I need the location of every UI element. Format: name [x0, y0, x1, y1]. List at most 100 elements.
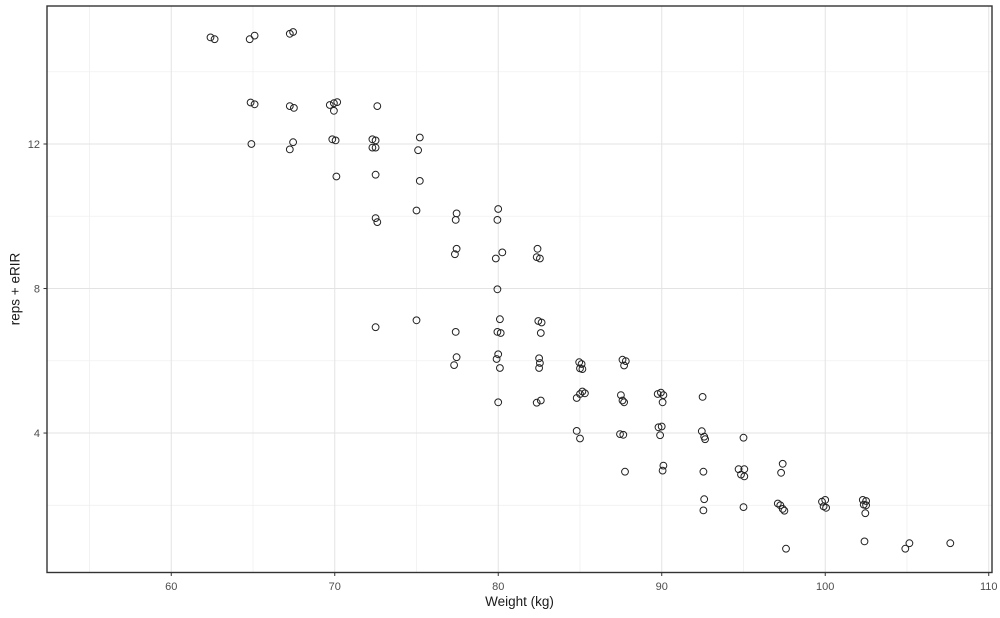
data-point — [452, 209, 461, 218]
data-point — [332, 172, 341, 181]
data-point — [333, 98, 342, 106]
data-point — [656, 431, 664, 440]
data-point — [699, 467, 708, 476]
data-point — [371, 323, 380, 332]
data-point — [536, 396, 545, 405]
y-axis-title: reps + eRIR — [7, 252, 23, 326]
data-point — [415, 133, 424, 142]
data-point — [578, 365, 587, 374]
data-point — [654, 423, 663, 432]
data-point — [740, 472, 749, 481]
data-point — [285, 145, 294, 154]
data-point — [618, 396, 627, 405]
data-point — [699, 506, 708, 515]
data-point — [616, 430, 624, 439]
data-point — [860, 537, 869, 546]
data-point — [621, 467, 629, 476]
data-point — [581, 389, 589, 398]
data-point — [619, 430, 628, 439]
data-point — [415, 177, 424, 185]
data-point — [206, 33, 215, 42]
data-point — [617, 391, 625, 400]
data-point — [576, 390, 584, 398]
data-point — [659, 461, 668, 470]
data-point — [368, 135, 377, 144]
data-point — [901, 544, 910, 553]
data-point — [535, 364, 543, 372]
data-point — [371, 143, 380, 152]
data-point — [658, 398, 667, 407]
data-point — [371, 170, 380, 179]
data-point — [496, 329, 505, 337]
x-tick-label: 90 — [656, 581, 668, 593]
data-point — [578, 387, 587, 396]
data-point — [536, 359, 544, 367]
data-point — [493, 216, 502, 224]
data-point — [739, 503, 748, 512]
data-point — [289, 28, 298, 36]
y-tick-label: 8 — [34, 283, 40, 295]
data-point — [494, 350, 503, 359]
data-point — [250, 100, 259, 109]
data-point — [492, 355, 501, 363]
data-point — [325, 101, 334, 109]
data-point — [330, 99, 338, 108]
data-point — [373, 102, 382, 110]
data-point — [451, 250, 459, 259]
data-point — [494, 398, 503, 407]
data-point — [246, 98, 255, 107]
data-point — [620, 361, 628, 370]
data-point — [414, 146, 423, 155]
data-point — [698, 393, 707, 401]
data-point — [782, 544, 790, 553]
data-point — [450, 361, 459, 370]
data-point — [778, 505, 787, 513]
data-point — [572, 427, 581, 435]
x-tick-label: 80 — [492, 581, 504, 593]
data-point — [494, 205, 503, 213]
data-point — [575, 358, 584, 367]
data-point — [328, 135, 337, 144]
data-point — [491, 254, 500, 263]
data-point — [451, 216, 460, 224]
data-point — [822, 503, 830, 512]
data-point — [451, 328, 460, 336]
data-point — [657, 422, 666, 431]
data-point — [245, 35, 254, 44]
data-point — [412, 206, 421, 215]
data-point — [285, 102, 294, 110]
data-point — [371, 214, 380, 223]
y-tick-label: 12 — [28, 139, 40, 151]
data-point — [210, 35, 219, 44]
data-point — [452, 244, 461, 253]
data-point — [621, 357, 630, 366]
data-point — [861, 509, 870, 518]
data-point — [247, 140, 256, 148]
data-point — [773, 499, 782, 508]
data-point — [250, 31, 259, 40]
data-point — [657, 388, 665, 397]
data-point — [700, 495, 709, 504]
data-point — [862, 501, 870, 510]
data-point — [289, 138, 298, 147]
data-point — [536, 329, 545, 337]
data-point — [535, 354, 543, 363]
data-point — [368, 143, 377, 152]
data-point — [537, 318, 546, 327]
data-point — [412, 316, 421, 325]
data-point — [493, 285, 502, 294]
x-tick-label: 70 — [329, 581, 341, 593]
data-point — [701, 435, 709, 444]
data-point — [493, 328, 502, 336]
data-point — [373, 218, 382, 227]
data-point — [533, 244, 542, 253]
data-point — [536, 254, 544, 263]
data-point — [946, 539, 955, 548]
data-point — [658, 466, 667, 475]
x-tick-label: 110 — [980, 581, 998, 593]
data-point — [330, 106, 338, 115]
y-tick-label: 4 — [34, 428, 40, 440]
data-point — [290, 104, 298, 112]
data-point — [452, 353, 461, 362]
